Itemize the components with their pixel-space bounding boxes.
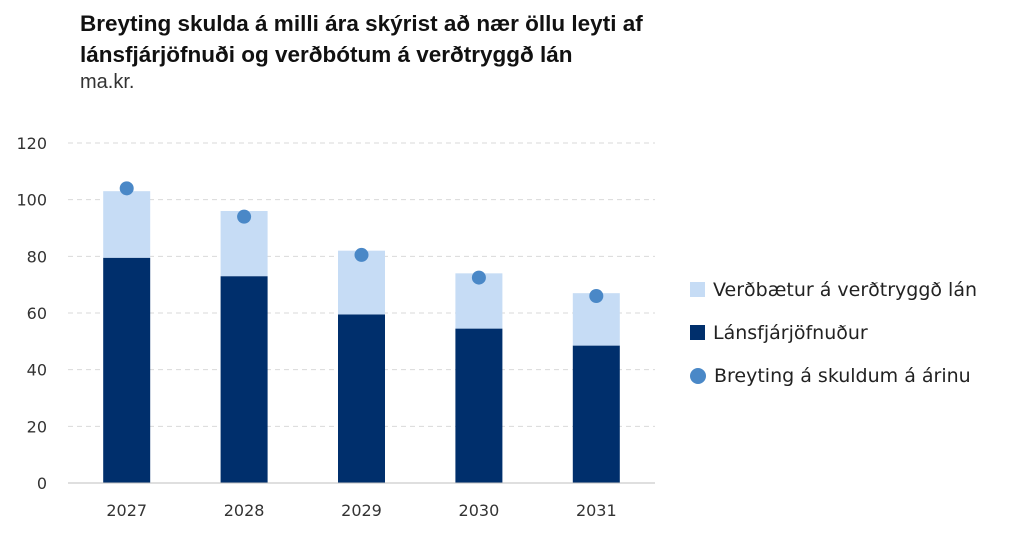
x-tick-label: 2029 — [341, 501, 382, 520]
y-tick-label: 20 — [27, 417, 47, 436]
data-point — [589, 289, 604, 303]
y-tick-label: 100 — [16, 191, 47, 210]
x-tick-label: 2031 — [576, 501, 617, 520]
chart-subtitle: ma.kr. — [80, 71, 135, 93]
bar-segment — [455, 328, 503, 483]
legend: Verðbætur á verðtryggð lán Lánsfjárjöfnu… — [690, 268, 977, 397]
legend-label-lansfjarjofnudur: Lánsfjárjöfnuður — [713, 321, 868, 344]
y-tick-label: 80 — [27, 247, 47, 266]
legend-item-breyting: Breyting á skuldum á árinu — [690, 354, 977, 397]
legend-label-verdbaetur: Verðbætur á verðtryggð lán — [713, 278, 978, 301]
legend-swatch-lansfjarjofnudur — [690, 325, 705, 340]
x-tick-label: 2030 — [459, 501, 500, 520]
data-point — [237, 209, 252, 224]
bar-segment — [220, 276, 268, 483]
y-tick-label: 120 — [16, 134, 47, 153]
data-point — [119, 181, 134, 196]
x-tick-label: 2027 — [106, 501, 147, 520]
bar-segment — [103, 257, 151, 483]
legend-item-lansfjarjofnudur: Lánsfjárjöfnuður — [690, 311, 977, 354]
legend-swatch-breyting — [690, 367, 706, 384]
data-point — [354, 247, 369, 262]
legend-item-verdbaetur: Verðbætur á verðtryggð lán — [690, 268, 977, 311]
y-tick-label: 0 — [37, 474, 47, 493]
bar-segment — [572, 345, 620, 483]
legend-label-breyting: Breyting á skuldum á árinu — [714, 364, 971, 387]
chart-title: Breyting skulda á milli ára skýrist að n… — [80, 11, 643, 67]
bar-segment — [103, 191, 151, 258]
y-tick-label: 60 — [27, 304, 47, 323]
data-point — [471, 270, 486, 285]
legend-swatch-verdbaetur — [690, 282, 705, 297]
x-tick-label: 2028 — [224, 501, 265, 520]
bar-segment — [338, 314, 385, 483]
y-tick-label: 40 — [27, 361, 47, 380]
